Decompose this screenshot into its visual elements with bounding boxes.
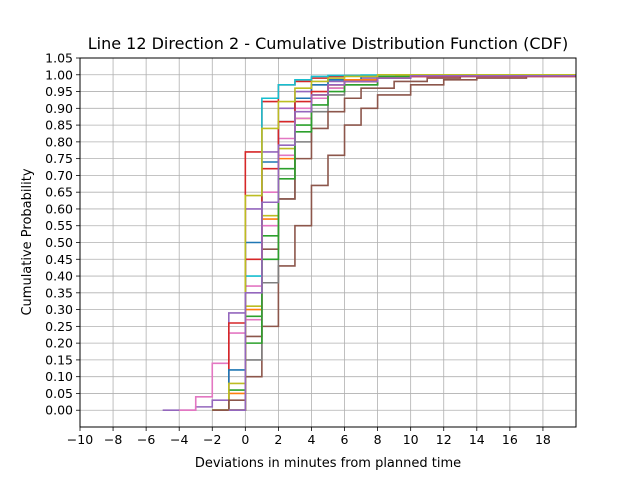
x-tick-label: 2 [274, 432, 282, 447]
x-tick-label: 18 [535, 432, 551, 447]
x-tick-label: 16 [502, 432, 518, 447]
y-axis-label: Cumulative Probability [20, 168, 35, 315]
y-tick-label: 1.00 [45, 67, 73, 82]
y-tick-label: 0.75 [45, 151, 73, 166]
y-tick-label: 0.10 [45, 369, 73, 384]
cdf-series-15 [228, 73, 576, 412]
x-axis: −10 −8 −6 −4 −2 0 2 4 6 8 10 12 14 16 18 [67, 427, 551, 447]
cdf-series-9 [228, 73, 576, 412]
x-tick-label: 4 [307, 432, 315, 447]
x-tick-label: −6 [137, 432, 155, 447]
x-tick-label: 14 [469, 432, 485, 447]
y-tick-label: 0.25 [45, 319, 73, 334]
y-tick-label: 0.80 [45, 134, 73, 149]
y-tick-label: 0.05 [45, 386, 73, 401]
y-tick-label: 0.15 [45, 352, 73, 367]
y-tick-label: 0.90 [45, 101, 73, 116]
cdf-series-11 [212, 74, 576, 412]
grid [79, 57, 576, 427]
x-tick-label: 0 [241, 432, 249, 447]
y-tick-label: 0.95 [45, 84, 73, 99]
x-tick-label: −10 [67, 432, 93, 447]
y-tick-label: 0.35 [45, 285, 73, 300]
series-layer [162, 73, 576, 412]
y-tick-label: 0.20 [45, 336, 73, 351]
y-tick-label: 0.85 [45, 118, 73, 133]
y-tick-label: 0.30 [45, 302, 73, 317]
x-tick-label: −2 [203, 432, 221, 447]
y-tick-label: 0.70 [45, 168, 73, 183]
y-axis: 0.00 0.05 0.10 0.150.20 0.25 0.30 0.350.40 0.45… [45, 51, 80, 418]
y-tick-label: 0.40 [45, 269, 73, 284]
y-tick-label: 0.55 [45, 218, 73, 233]
y-tick-label: 0.50 [45, 235, 73, 250]
x-tick-label: −8 [104, 432, 122, 447]
x-tick-label: 10 [403, 432, 419, 447]
cdf-series-16 [228, 74, 576, 412]
x-tick-label: −4 [170, 432, 188, 447]
x-tick-label: 12 [436, 432, 452, 447]
x-axis-label: Deviations in minutes from planned time [195, 456, 461, 471]
chart-title: Line 12 Direction 2 - Cumulative Distrib… [88, 34, 569, 53]
x-tick-label: 8 [374, 432, 382, 447]
y-tick-label: 0.60 [45, 201, 73, 216]
y-tick-label: 0.45 [45, 252, 73, 267]
x-tick-label: 6 [341, 432, 349, 447]
y-tick-label: 0.00 [45, 403, 73, 418]
cdf-series-7 [228, 73, 576, 412]
y-tick-label: 1.05 [45, 51, 73, 66]
y-tick-label: 0.65 [45, 185, 73, 200]
